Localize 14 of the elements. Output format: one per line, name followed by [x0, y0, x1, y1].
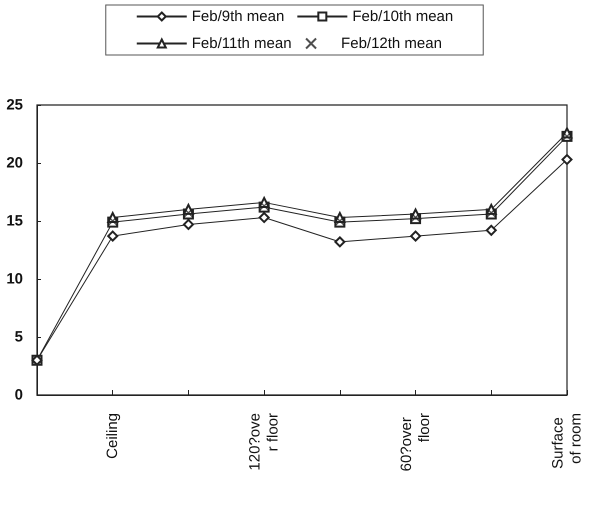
y-tick-label: 25	[6, 96, 23, 114]
legend-label: Feb/11th mean	[192, 35, 292, 52]
y-tick-label: 20	[6, 154, 23, 172]
x-tick-label: Surface of room	[550, 413, 584, 469]
y-tick-label: 5	[14, 328, 23, 346]
legend-label: Feb/10th mean	[352, 8, 454, 25]
legend-label: Feb/9th mean	[192, 8, 284, 25]
y-tick-label: 15	[6, 212, 23, 230]
x-tick-label: 120?over floor	[246, 412, 282, 471]
x-tick-label: 60?over floor	[398, 413, 434, 472]
x-tick-label: Ceiling	[104, 413, 122, 459]
y-tick-label: 0	[14, 386, 23, 404]
legend-label: Feb/12th mean	[341, 35, 442, 52]
y-tick-label: 10	[6, 270, 23, 288]
